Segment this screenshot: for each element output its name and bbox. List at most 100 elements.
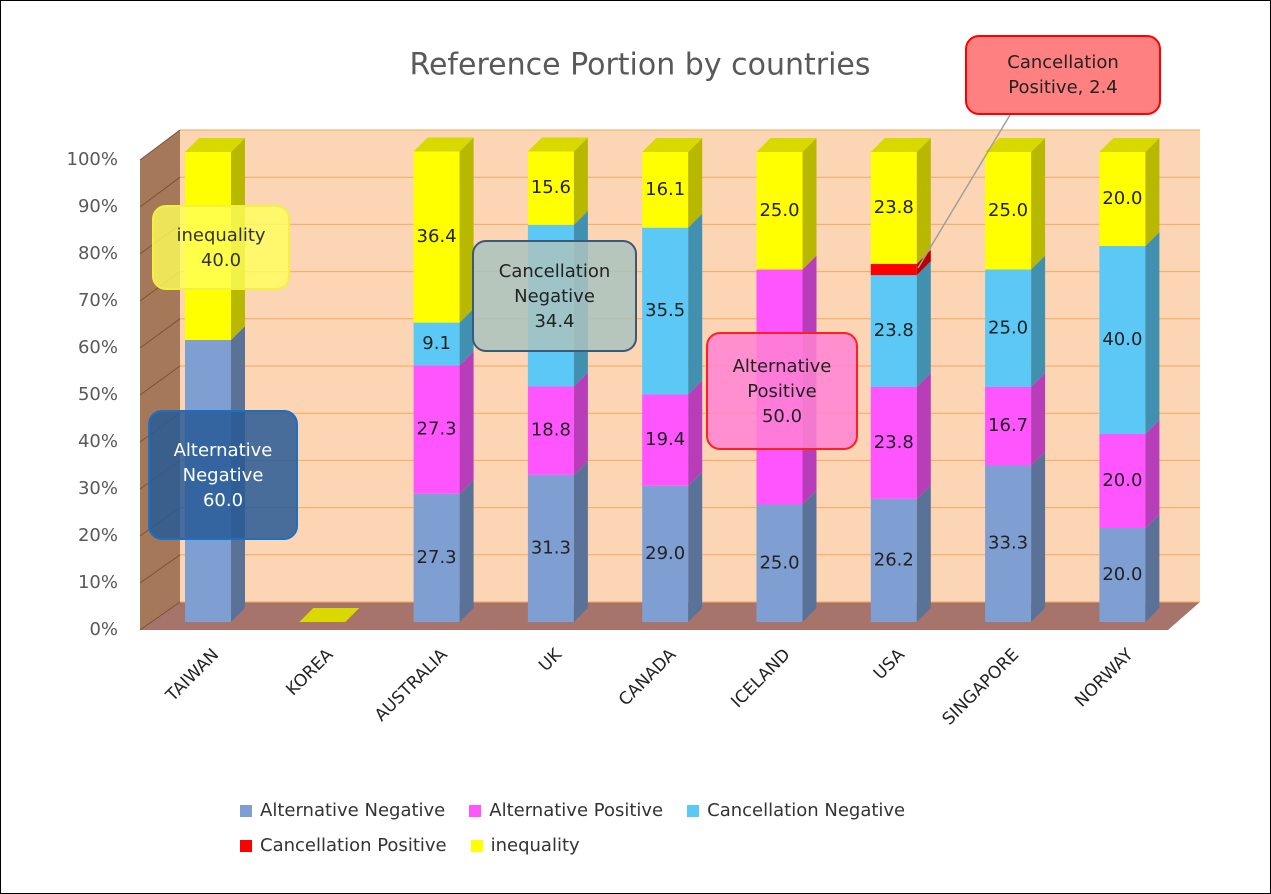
bar-side xyxy=(573,460,588,622)
data-label: 15.6 xyxy=(531,177,571,198)
y-tick-label: 80% xyxy=(78,243,118,264)
legend-item: Cancellation Negative xyxy=(687,800,905,821)
y-tick-label: 40% xyxy=(78,431,118,452)
callout-series-name: Alternative Negative xyxy=(173,439,273,486)
grid-line xyxy=(139,176,181,208)
bar-side xyxy=(916,373,931,499)
bar-segment xyxy=(527,151,574,225)
callout-value: 50.0 xyxy=(761,405,803,427)
bar-top xyxy=(642,138,703,152)
bar-segment xyxy=(642,394,689,486)
bar-side xyxy=(1145,138,1160,246)
legend-label: Cancellation Positive xyxy=(260,835,447,856)
bar-side xyxy=(1031,373,1046,466)
legend: Alternative Negative Alternative Positive… xyxy=(240,800,1100,856)
data-callout: Alternative Positive 50.0 xyxy=(706,332,858,450)
bar-side xyxy=(1145,514,1160,622)
data-label: 35.5 xyxy=(645,300,685,321)
legend-item: Alternative Negative xyxy=(240,800,445,821)
legend-swatch xyxy=(687,804,700,817)
data-label: 25.0 xyxy=(759,552,799,573)
bar-side xyxy=(459,137,474,323)
data-label: 18.8 xyxy=(531,420,571,441)
y-tick-label: 10% xyxy=(78,572,118,593)
data-label: 25.0 xyxy=(759,200,799,221)
data-label: 33.3 xyxy=(988,533,1028,554)
data-callout: Alternative Negative 60.0 xyxy=(148,410,298,540)
data-label: 20.0 xyxy=(1102,188,1142,209)
data-callout: inequality 40.0 xyxy=(152,205,290,290)
data-label: 20.0 xyxy=(1102,564,1142,585)
bar-segment xyxy=(870,275,917,387)
legend-swatch xyxy=(240,804,252,817)
data-label: 23.8 xyxy=(874,320,914,341)
bar-segment xyxy=(985,152,1032,270)
data-label: 16.1 xyxy=(645,179,685,200)
legend-label: Alternative Positive xyxy=(489,800,664,821)
bar-segment xyxy=(985,269,1032,387)
bar-top xyxy=(1099,138,1160,152)
data-callout: Cancellation Positive, 2.4 xyxy=(965,35,1161,115)
data-label: 16.7 xyxy=(988,415,1028,436)
legend-item: Alternative Positive xyxy=(469,800,663,821)
data-label: 19.4 xyxy=(645,429,685,450)
bar-segment xyxy=(413,151,460,323)
grid-line xyxy=(139,318,181,349)
bar-segment xyxy=(1099,152,1146,246)
bar-side xyxy=(459,479,474,622)
bar-segment xyxy=(870,498,917,622)
data-label: 25.0 xyxy=(988,317,1028,338)
bar-segment xyxy=(1099,434,1146,528)
callout-series-name: Alternative Positive xyxy=(732,355,832,402)
y-tick-label: 100% xyxy=(67,149,118,170)
bar-side xyxy=(1031,451,1046,622)
data-label: 40.0 xyxy=(1102,329,1142,350)
bar-side xyxy=(573,137,588,225)
bar-top xyxy=(985,138,1046,152)
y-tick-label: 60% xyxy=(78,337,118,358)
grid-line xyxy=(139,365,181,396)
chart-title: Reference Portion by countries xyxy=(409,48,870,83)
data-label: 20.0 xyxy=(1102,470,1142,491)
bar-segment xyxy=(756,152,803,270)
bar-top xyxy=(413,137,474,152)
bar-segment xyxy=(985,387,1032,466)
bar-segment xyxy=(985,465,1032,622)
bar-segment xyxy=(756,504,803,622)
bar-segment xyxy=(642,227,689,395)
data-label: 27.3 xyxy=(417,547,457,568)
y-tick-label: 30% xyxy=(78,478,118,499)
y-tick-label: 70% xyxy=(78,290,118,311)
data-label: 9.1 xyxy=(422,333,451,354)
bar-segment xyxy=(870,387,917,499)
bar-side xyxy=(459,308,474,366)
bar-side xyxy=(688,138,703,228)
data-label: 31.3 xyxy=(531,537,571,558)
y-tick-label: 0% xyxy=(89,619,118,640)
callout-value: 40.0 xyxy=(200,249,242,271)
callout-value: 60.0 xyxy=(202,489,244,511)
data-label: 27.3 xyxy=(417,419,457,440)
bar-top xyxy=(870,138,931,152)
data-label: 26.2 xyxy=(874,549,914,570)
legend-swatch xyxy=(240,839,252,852)
bar-top xyxy=(299,608,360,622)
bar-side xyxy=(1031,255,1046,387)
data-label: 23.8 xyxy=(874,432,914,453)
bar-side xyxy=(1145,420,1160,528)
bar-segment xyxy=(527,474,574,622)
bar-side xyxy=(802,490,817,622)
grid-line xyxy=(139,554,181,584)
grid-line xyxy=(139,601,181,631)
bar-side xyxy=(688,471,703,622)
y-tick-label: 50% xyxy=(78,384,118,405)
bar-side xyxy=(688,213,703,395)
bar-segment xyxy=(642,485,689,622)
bar-side xyxy=(573,372,588,475)
callout-value: 34.4 xyxy=(534,310,575,332)
callout-series-name: Cancellation Negative xyxy=(498,260,611,307)
bar-side xyxy=(1145,232,1160,434)
bar-segment xyxy=(413,365,460,494)
